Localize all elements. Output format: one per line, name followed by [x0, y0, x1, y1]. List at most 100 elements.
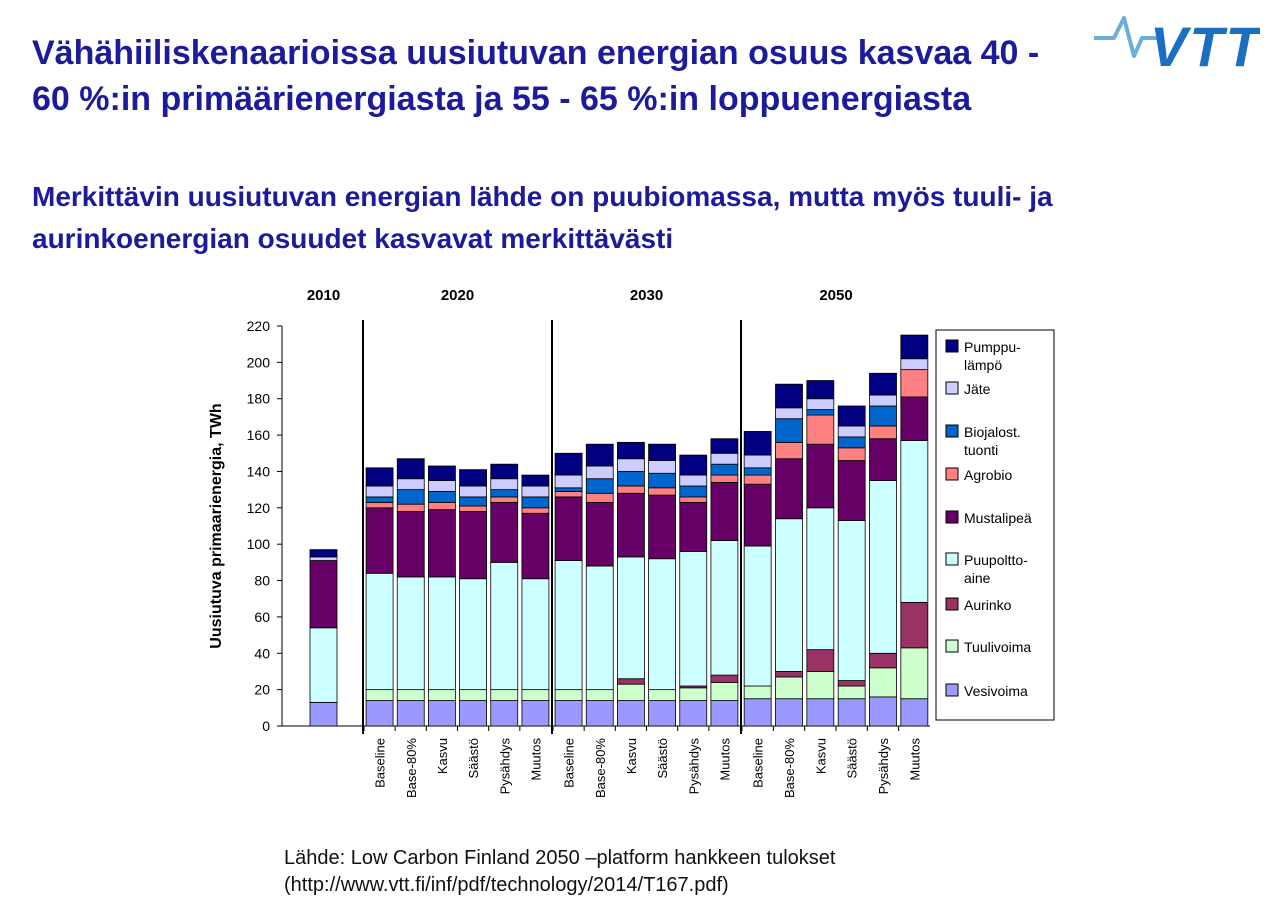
bar-segment — [365, 700, 394, 727]
legend-swatch — [945, 510, 959, 524]
legend-swatch — [945, 639, 959, 653]
legend-label: Agrobio — [964, 467, 1012, 483]
bar-segment — [869, 652, 897, 669]
bar-segment — [365, 467, 394, 487]
bar-segment — [490, 689, 519, 701]
category-label: Base-80% — [404, 738, 419, 798]
bar-segment — [806, 409, 835, 416]
bar-segment — [490, 501, 519, 563]
bar-segment — [775, 383, 803, 409]
bar-segment — [459, 485, 487, 498]
legend-label: Tuulivoima — [964, 639, 1031, 655]
legend-swatch — [945, 424, 959, 438]
bar-segment — [900, 358, 929, 371]
bar-segment — [837, 520, 866, 681]
bar-segment — [309, 556, 338, 561]
bar-segment — [837, 436, 866, 449]
bar-segment — [554, 491, 583, 498]
bar-segment — [396, 458, 425, 480]
bar-segment — [679, 474, 708, 487]
bar-segment — [428, 576, 456, 691]
bar-segment — [617, 485, 645, 494]
bar-segment — [679, 485, 708, 498]
bar-segment — [365, 689, 394, 701]
legend-label: tuonti — [964, 442, 998, 458]
bar-segment — [679, 687, 708, 701]
bar-segment — [428, 491, 456, 503]
bar-segment — [459, 469, 487, 487]
bar-segment — [743, 474, 772, 485]
bar-segment — [900, 601, 929, 649]
bar-segment — [806, 380, 835, 400]
bar-segment — [617, 683, 645, 701]
bar-segment — [459, 689, 487, 701]
bar-segment — [710, 452, 739, 465]
bar-segment — [775, 418, 803, 443]
bar-segment — [617, 556, 645, 680]
source-note: Lähde: Low Carbon Finland 2050 –platform… — [284, 845, 1184, 899]
bar-segment — [743, 685, 772, 700]
legend-label: Aurinko — [964, 597, 1012, 613]
bar-segment — [428, 700, 456, 727]
bar-segment — [459, 700, 487, 727]
bar-segment — [869, 438, 897, 481]
y-tick-label: 40 — [254, 645, 270, 661]
y-tick-label: 160 — [247, 427, 271, 443]
bar-segment — [710, 474, 739, 483]
bar-segment — [837, 685, 866, 700]
bar-segment — [585, 443, 614, 467]
bar-segment — [806, 698, 835, 727]
bar-segment — [521, 700, 550, 727]
bar-segment — [617, 678, 645, 685]
legend-label: Pumppu- — [964, 339, 1021, 355]
bar-segment — [648, 460, 676, 474]
bar-segment — [617, 700, 645, 727]
bar-segment — [459, 496, 487, 507]
vtt-logo: VTT — [1094, 15, 1260, 74]
bar-segment — [554, 700, 583, 727]
y-tick-label: 0 — [262, 718, 270, 734]
bar-segment — [775, 698, 803, 727]
bar-segment — [710, 681, 739, 701]
bar-segment — [365, 507, 394, 574]
bar-segment — [743, 454, 772, 469]
bar-segment — [554, 452, 583, 476]
bar-segment — [743, 467, 772, 476]
bar-segment — [309, 560, 338, 629]
bar-segment — [869, 405, 897, 427]
bar-segment — [521, 689, 550, 701]
bar-segment — [869, 480, 897, 654]
bar-segment — [806, 414, 835, 445]
bar-segment — [459, 578, 487, 691]
source-line-1: Lähde: Low Carbon Finland 2050 –platform… — [284, 847, 836, 869]
bar-segment — [710, 540, 739, 676]
bar-segment — [554, 487, 583, 492]
bar-segment — [585, 492, 614, 503]
bar-segment — [775, 407, 803, 420]
bar-segment — [648, 494, 676, 560]
bar-segment — [900, 369, 929, 398]
bar-segment — [490, 496, 519, 503]
bar-segment — [806, 507, 835, 651]
bar-segment — [365, 485, 394, 498]
bar-segment — [365, 496, 394, 503]
group-label: 2050 — [819, 287, 852, 304]
bar-segment — [617, 441, 645, 460]
bar-segment — [710, 700, 739, 727]
y-tick-label: 120 — [247, 500, 271, 516]
bar-segment — [900, 698, 929, 727]
bar-segment — [775, 441, 803, 460]
slide-title: Vähähiiliskenaarioissa uusiutuvan energi… — [32, 34, 1040, 118]
bar-segment — [585, 700, 614, 727]
bar-segment — [428, 689, 456, 701]
bar-segment — [459, 511, 487, 580]
bar-segment — [459, 505, 487, 512]
bar-segment — [490, 700, 519, 727]
bar-segment — [710, 463, 739, 476]
category-label: Muutos — [528, 738, 543, 781]
legend-label: Jäte — [964, 381, 991, 397]
bar-segment — [679, 454, 708, 476]
bar-segment — [396, 511, 425, 578]
bar-segment — [428, 509, 456, 578]
